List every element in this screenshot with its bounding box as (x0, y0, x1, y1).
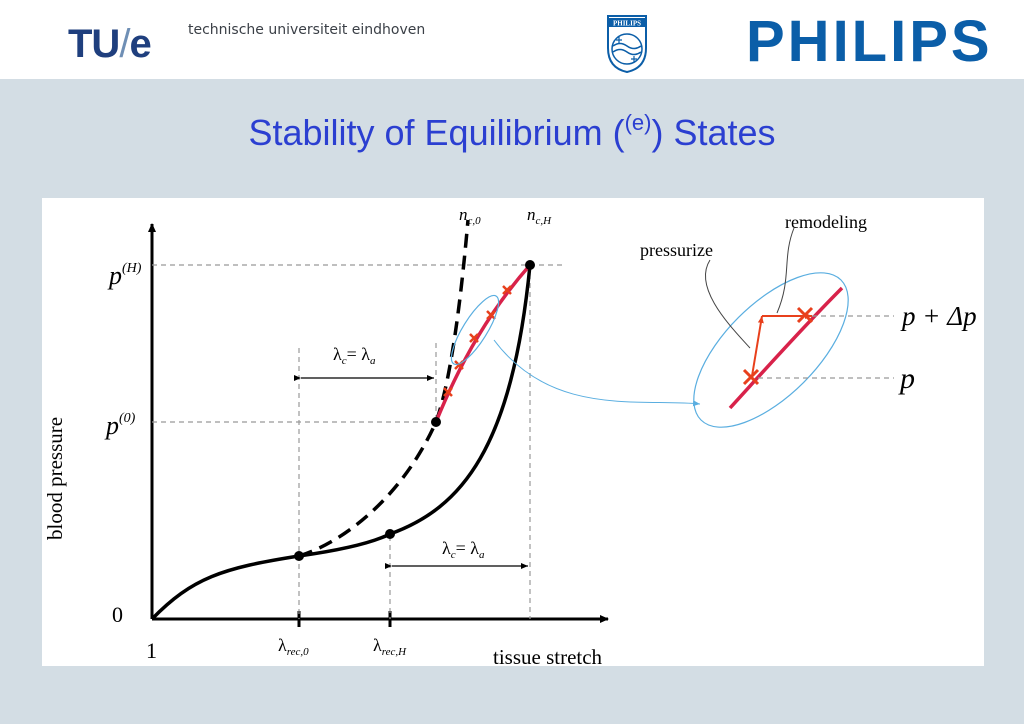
x-axis-label: tissue stretch (493, 645, 603, 666)
title-text-post: ) States (651, 112, 776, 153)
p-H-label: p(H) (107, 261, 142, 290)
remodeling-leader (776, 227, 795, 314)
point-p0 (431, 417, 441, 427)
shield-text: PHILIPS (613, 20, 641, 28)
slide-title: Stability of Equilibrium ((e)) States (0, 110, 1024, 154)
title-text-pre: Stability of Equilibrium ( (248, 112, 625, 153)
pressurize-label: pressurize (640, 240, 713, 260)
p-0-label: p(0) (104, 411, 136, 440)
zoom-connector (493, 339, 701, 407)
zoom-ellipse-small (450, 294, 500, 366)
tue-logo-tu: TU (68, 22, 120, 66)
guide-lines (152, 264, 564, 619)
tue-subtitle: technische universiteit eindhoven (188, 22, 426, 38)
lambda-rec0-label: λrec,0 (278, 635, 309, 658)
remodeling-label: remodeling (785, 212, 867, 232)
remodeling-markers (443, 285, 512, 397)
philips-shield-icon: PHILIPS (607, 15, 647, 74)
zoom-guide-lines (758, 315, 894, 379)
equilibrium-curve-nH (150, 264, 532, 621)
tue-logo: TU/e (68, 22, 152, 67)
p-plus-dp-label: p + Δp (900, 301, 977, 331)
tue-logo-slash: / (119, 22, 130, 66)
point-recH (385, 529, 395, 539)
point-pH (525, 260, 535, 270)
pressurize-arrow (751, 315, 764, 377)
origin-x-label: 1 (146, 638, 157, 663)
pressurize-leader (704, 259, 751, 349)
lambda-lower-label: λc= λa (442, 538, 485, 561)
origin-y-label: 0 (112, 602, 123, 627)
diagram-panel: p(H) p(0) 0 1 nc,0 nc,H λc= λa λc= λa λr… (42, 198, 984, 669)
y-axis-label: blood pressure (43, 417, 67, 540)
zoom-markers (742, 306, 814, 386)
lambda-recH-label: λrec,H (373, 635, 407, 658)
header-bar: TU/e technische universiteit eindhoven P… (0, 0, 1024, 79)
lambda-upper-label: λc= λa (333, 344, 376, 367)
p-label: p (898, 362, 915, 395)
point-rec0 (294, 551, 304, 561)
equilibrium-diagram: p(H) p(0) 0 1 nc,0 nc,H λc= λa λc= λa λr… (43, 205, 977, 669)
title-superscript: (e) (624, 110, 652, 135)
n-cH-label: nc,H (527, 205, 552, 227)
n-c0-label: nc,0 (459, 205, 481, 227)
tue-logo-e: e (129, 22, 151, 66)
remodeling-path (434, 263, 532, 423)
zoom-curve (728, 286, 844, 410)
zoom-ellipse-large (693, 272, 849, 428)
philips-wordmark: PHILIPS (746, 9, 993, 74)
equilibrium-curve-n0 (298, 219, 470, 558)
